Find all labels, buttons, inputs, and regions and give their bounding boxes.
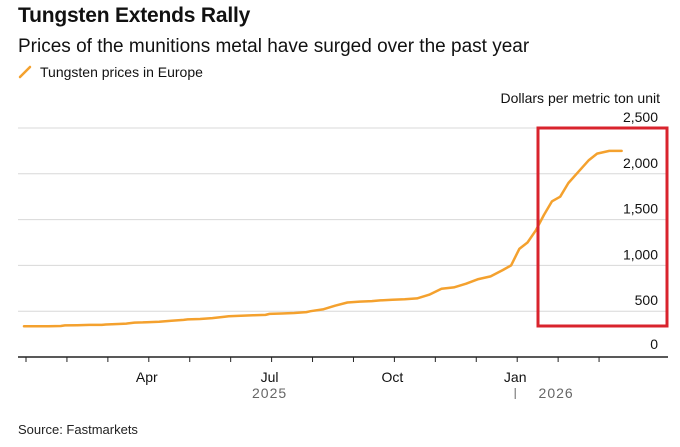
chart-title: Tungsten Extends Rally: [18, 4, 251, 27]
legend: Tungsten prices in Europe: [18, 64, 203, 80]
legend-label: Tungsten prices in Europe: [40, 64, 203, 80]
y-tick-label: 1,500: [623, 201, 658, 217]
y-tick-label: 1,000: [623, 246, 658, 262]
y-tick-label: 2,000: [623, 155, 658, 171]
x-tick-label: Oct: [382, 369, 404, 385]
y-axis-unit-label: Dollars per metric ton unit: [500, 90, 660, 106]
x-tick-label: Apr: [136, 369, 158, 385]
y-tick-label: 0: [650, 336, 658, 352]
highlight-box: [536, 126, 669, 328]
y-tick-label: 2,500: [623, 109, 658, 125]
legend-line-icon: [18, 65, 32, 79]
x-tick-label: Jan: [504, 369, 527, 385]
x-tick-label: Jul: [261, 369, 279, 385]
year-label: 2026: [539, 385, 574, 401]
year-label: 2025: [252, 385, 287, 401]
source-note: Source: Fastmarkets: [18, 422, 138, 437]
series-line: [22, 149, 623, 328]
chart-subtitle: Prices of the munitions metal have surge…: [18, 36, 530, 57]
y-tick-label: 500: [635, 292, 659, 308]
